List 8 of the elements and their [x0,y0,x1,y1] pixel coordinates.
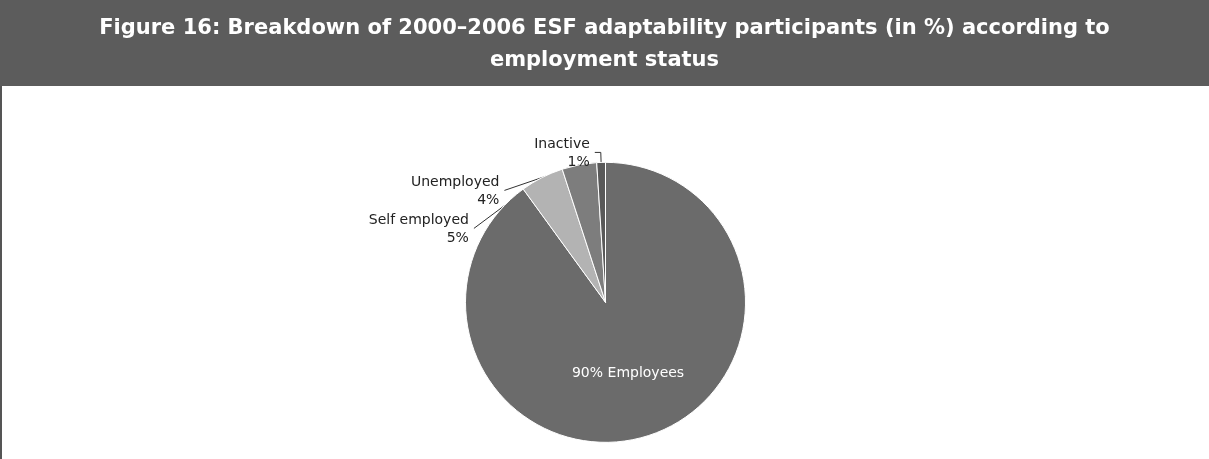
data-label: 5% [446,229,469,246]
slice-label: Self employed [368,211,469,228]
data-label: 1% [567,153,590,170]
slice-label: 90% Employees [571,363,685,380]
data-label: 4% [477,191,500,208]
chart-title: Figure 16: Breakdown of 2000–2006 ESF adaptability participants (in %) according to employment status [0,0,1209,86]
slice-label: Inactive [534,135,590,152]
slice-label: Unemployed [410,173,500,190]
